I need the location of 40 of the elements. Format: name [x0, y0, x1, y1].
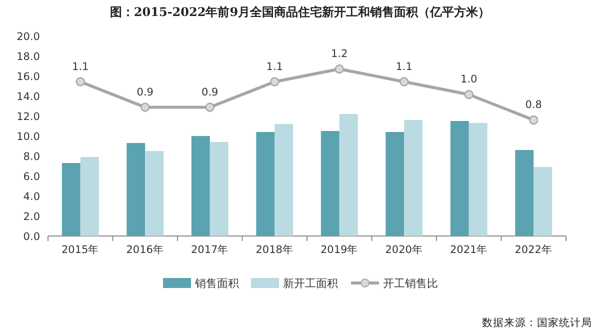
data-label: 1.1 — [72, 60, 89, 73]
chart-title: 图：2015-2022年前9月全国商品住宅新开工和销售面积（亿平方米） — [110, 5, 490, 19]
y-tick-label: 4.0 — [23, 191, 40, 203]
legend-label: 新开工面积 — [283, 277, 338, 290]
point — [205, 102, 214, 112]
y-tick-label: 16.0 — [16, 71, 40, 83]
point — [400, 77, 409, 86]
legend-label: 销售面积 — [194, 277, 239, 290]
x-tick-label: 2018年 — [256, 244, 294, 256]
point — [529, 115, 538, 125]
y-tick-label: 20.0 — [16, 31, 40, 43]
x-tick-label: 2021年 — [450, 244, 488, 256]
point — [76, 77, 85, 86]
y-tick-label: 8.0 — [23, 151, 40, 163]
y-tick-label: 0.0 — [23, 231, 40, 243]
data-label: 1.0 — [460, 74, 478, 86]
point — [270, 77, 280, 86]
x-tick-label: 2017年 — [191, 244, 229, 256]
point — [334, 64, 344, 74]
data-label: 0.8 — [525, 99, 542, 111]
y-tick-label: 12.0 — [16, 111, 40, 123]
y-tick-label: 18.0 — [16, 51, 40, 63]
data-label: 0.9 — [202, 86, 218, 98]
data-label: 1.1 — [266, 60, 283, 73]
x-tick-label: 2019年 — [320, 244, 358, 256]
y-tick-label: 2.0 — [23, 211, 40, 223]
x-tick-label: 2015年 — [62, 244, 100, 256]
x-tick-label: 2022年 — [514, 244, 552, 256]
y-tick-label: 6.0 — [23, 171, 40, 183]
x-tick-label: 2020年 — [385, 244, 423, 256]
point — [464, 90, 474, 100]
point — [140, 102, 150, 112]
data-label: 1.1 — [396, 60, 412, 73]
data-label: 0.9 — [136, 86, 154, 98]
y-tick-label: 10.0 — [16, 131, 40, 143]
legend-label: 开工销售比 — [383, 277, 438, 290]
source-note: 数据来源：国家统计局 — [482, 316, 592, 329]
data-label: 1.2 — [331, 48, 348, 60]
y-tick-label: 14.0 — [16, 91, 40, 103]
x-tick-label: 2016年 — [126, 244, 164, 256]
